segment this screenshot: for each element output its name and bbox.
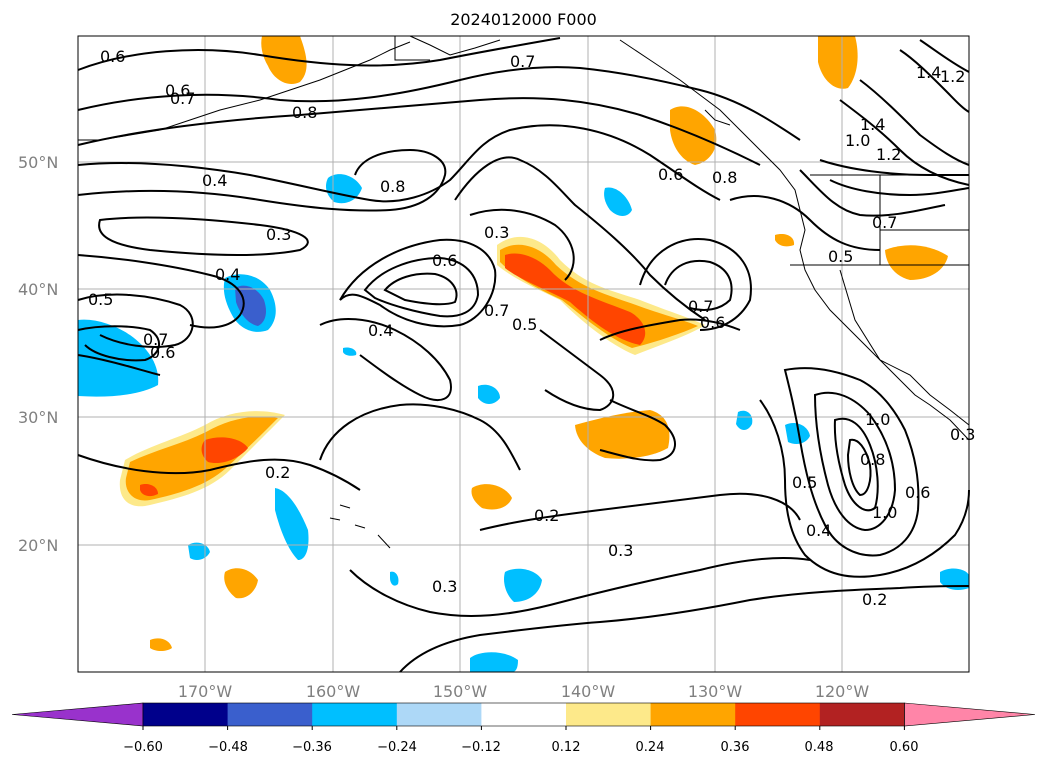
contour-label: 1.0 bbox=[865, 410, 890, 429]
latitude-labels: 50°N 40°N 30°N 20°N bbox=[18, 153, 58, 555]
longitude-label: 170°W bbox=[178, 682, 233, 701]
contour-label: 1.0 bbox=[845, 131, 870, 150]
colorbar-tick-labels: −0.60 −0.48 −0.36 −0.24 −0.12 0.12 0.24 … bbox=[123, 740, 918, 755]
colorbar-outline bbox=[142, 702, 905, 727]
colorbar-segment bbox=[735, 703, 821, 726]
colorbar-tick-label: 0.48 bbox=[805, 740, 834, 755]
colorbar-segment bbox=[312, 703, 398, 726]
colorbar-tick-label: 0.12 bbox=[552, 740, 581, 755]
contour-label: 1.2 bbox=[876, 145, 901, 164]
contour-label: 0.8 bbox=[380, 177, 405, 196]
contour-label: 0.2 bbox=[862, 590, 887, 609]
contour-label: 0.6 bbox=[100, 47, 125, 66]
contour-label: 0.7 bbox=[688, 297, 713, 316]
latitude-label: 30°N bbox=[18, 408, 58, 427]
contour-label: 0.4 bbox=[202, 171, 227, 190]
contour-label: 0.7 bbox=[143, 330, 168, 349]
colorbar-tick-label: 0.36 bbox=[721, 740, 750, 755]
colorbar-segment bbox=[481, 703, 567, 726]
colorbar bbox=[11, 702, 1036, 730]
contour-label: 0.8 bbox=[860, 450, 885, 469]
contour-label: 0.8 bbox=[292, 103, 317, 122]
colorbar-tick-label: 0.60 bbox=[890, 740, 919, 755]
colorbar-segment bbox=[227, 703, 313, 726]
contour-label: 0.2 bbox=[265, 463, 290, 482]
contour-label: 0.3 bbox=[432, 577, 457, 596]
colorbar-segment bbox=[11, 702, 144, 727]
coastlines bbox=[78, 35, 970, 549]
contour-label: 1.4 bbox=[916, 63, 941, 82]
contour-lines bbox=[77, 37, 970, 673]
longitude-labels: 170°W 160°W 150°W 140°W 130°W 120°W bbox=[178, 682, 870, 701]
contour-label: 0.7 bbox=[510, 52, 535, 71]
longitude-label: 120°W bbox=[815, 682, 870, 701]
contour-label: 0.3 bbox=[608, 541, 633, 560]
colorbar-segment bbox=[396, 703, 482, 726]
contour-label: 0.3 bbox=[484, 223, 509, 242]
contour-label: 0.7 bbox=[170, 89, 195, 108]
colorbar-tick-label: −0.36 bbox=[292, 740, 332, 755]
colorbar-segment bbox=[566, 703, 652, 726]
latitude-label: 20°N bbox=[18, 536, 58, 555]
latitude-label: 50°N bbox=[18, 153, 58, 172]
contour-label: 0.4 bbox=[806, 521, 831, 540]
contour-label: 1.2 bbox=[940, 67, 965, 86]
contour-label: 0.7 bbox=[484, 301, 509, 320]
colorbar-tick-label: −0.48 bbox=[208, 740, 248, 755]
colorbar-tick-label: −0.24 bbox=[377, 740, 417, 755]
contour-label: 0.5 bbox=[792, 473, 817, 492]
colorbar-tick-label: 0.24 bbox=[636, 740, 665, 755]
contour-label: 0.4 bbox=[368, 321, 393, 340]
contour-label: 0.6 bbox=[165, 81, 190, 100]
longitude-label: 150°W bbox=[433, 682, 488, 701]
colorbar-segment bbox=[904, 702, 1036, 727]
colorbar-tick-label: −0.12 bbox=[461, 740, 501, 755]
longitude-label: 130°W bbox=[688, 682, 743, 701]
contour-label-layer: 0.6 0.7 0.6 0.7 0.8 0.4 0.8 0.3 0.4 0.5 … bbox=[88, 47, 975, 609]
contour-label: 0.6 bbox=[658, 165, 683, 184]
contour-label: 0.6 bbox=[432, 251, 457, 270]
contour-label: 0.6 bbox=[700, 313, 725, 332]
colorbar-segment bbox=[819, 703, 905, 726]
contour-label: 0.7 bbox=[872, 213, 897, 232]
colorbar-tick-label: −0.60 bbox=[123, 740, 163, 755]
contour-label: 0.2 bbox=[534, 506, 559, 525]
contour-label: 0.6 bbox=[150, 343, 175, 362]
colorbar-segment bbox=[650, 703, 736, 726]
contour-label: 0.8 bbox=[712, 168, 737, 187]
contour-label: 0.3 bbox=[950, 425, 975, 444]
latitude-label: 40°N bbox=[18, 280, 58, 299]
contour-label: 0.5 bbox=[828, 247, 853, 266]
colorbar-segment bbox=[143, 703, 229, 726]
map-title: 2024012000 F000 bbox=[450, 10, 597, 29]
contour-label: 0.4 bbox=[215, 265, 240, 284]
map-area: 0.6 0.7 0.6 0.7 0.8 0.4 0.8 0.3 0.4 0.5 … bbox=[77, 35, 975, 673]
contour-label: 0.5 bbox=[88, 290, 113, 309]
longitude-label: 160°W bbox=[306, 682, 361, 701]
contour-label: 0.6 bbox=[905, 483, 930, 502]
longitude-label: 140°W bbox=[561, 682, 616, 701]
contour-label: 1.4 bbox=[860, 115, 885, 134]
contour-label: 0.5 bbox=[512, 315, 537, 334]
contour-label: 1.0 bbox=[872, 503, 897, 522]
contour-label: 0.3 bbox=[266, 225, 291, 244]
